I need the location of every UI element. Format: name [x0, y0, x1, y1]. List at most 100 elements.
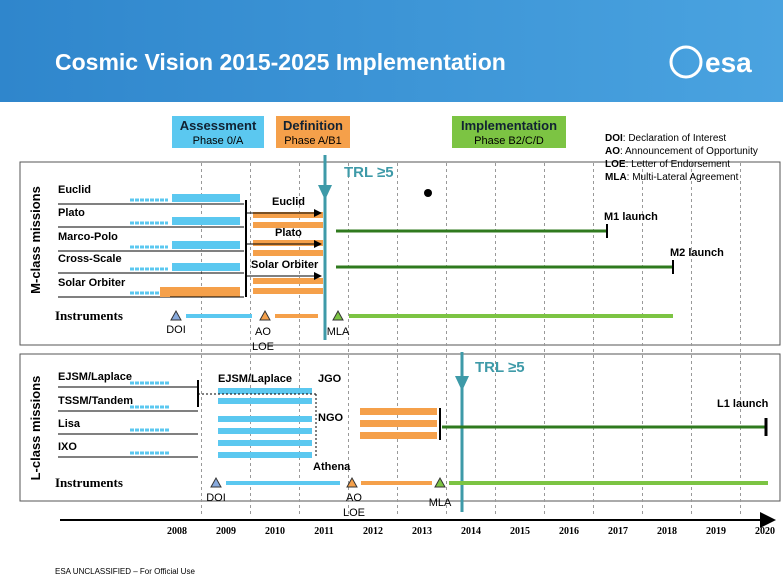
mission-label: Marco-Polo: [58, 231, 118, 243]
definition-bar: [360, 420, 437, 427]
legend-entry: AO: Announcement of Opportunity: [605, 146, 758, 157]
assessment-bar: [218, 388, 312, 394]
mission-label: Cross-Scale: [58, 253, 122, 265]
launch-label: M1 launch: [604, 211, 658, 223]
definition-bar: [253, 288, 323, 294]
milestone-label: LOE: [252, 341, 274, 353]
l-class-label: L-class missions: [28, 376, 43, 481]
launch-label: M2 launch: [670, 247, 724, 259]
assessment-bar: [218, 452, 312, 458]
assessment-bar: [218, 416, 312, 422]
definition-bar: [253, 222, 323, 228]
legend-entry: LOE: Letter of Endorsement: [605, 159, 730, 170]
year-label: 2015: [510, 526, 530, 537]
mission-label: Plato: [58, 207, 85, 219]
phase-sub: Phase 0/A: [193, 135, 244, 147]
mission-label: Euclid: [58, 184, 91, 196]
phase-name: Definition: [283, 118, 343, 133]
legend-abbr: MLA: [605, 172, 627, 183]
trl-label: TRL ≥5: [475, 359, 525, 376]
year-label: 2008: [167, 526, 187, 537]
phase-sub: Phase A/B1: [284, 135, 342, 147]
year-label: 2017: [608, 526, 628, 537]
definition-bar: [253, 278, 323, 284]
header-band: [0, 0, 783, 102]
milestone: [332, 309, 344, 321]
m-class-box: [19, 161, 781, 346]
l-class-box: [19, 353, 781, 502]
milestone: [259, 309, 271, 321]
selected-label: JGO: [318, 373, 342, 385]
trl-label: TRL ≥5: [344, 164, 394, 181]
assessment-bar: [172, 194, 240, 202]
assessment-bar: [218, 398, 312, 404]
legend-abbr: AO: [605, 146, 620, 157]
selected-label: Athena: [313, 461, 351, 473]
m-class-label: M-class missions: [28, 186, 43, 294]
year-label: 2014: [461, 526, 481, 537]
mission-label: TSSM/Tandem: [58, 395, 133, 407]
definition-bar: [360, 432, 437, 439]
milestone: [346, 476, 358, 488]
logo: esa: [705, 47, 752, 78]
milestone-label: AO: [255, 326, 271, 338]
milestone-label: LOE: [343, 507, 365, 519]
assessment-bar: [172, 263, 240, 271]
milestone-label: DOI: [166, 324, 186, 336]
mission-label: EJSM/Laplace: [58, 371, 132, 383]
definition-bar: [253, 240, 323, 246]
selected-label: NGO: [318, 412, 344, 424]
definition-bar: [360, 408, 437, 415]
mission-label: IXO: [58, 441, 77, 453]
trl-head: [455, 376, 469, 391]
instruments-label: Instruments: [55, 475, 123, 490]
phase-name: Assessment: [180, 118, 257, 133]
legend-text: : Declaration of Interest: [623, 133, 727, 144]
legend-abbr: DOI: [605, 133, 623, 144]
year-label: 2011: [314, 526, 333, 537]
legend-entry: MLA: Multi-Lateral Agreement: [605, 172, 739, 183]
milestone: [210, 476, 222, 488]
legend-text: : Announcement of Opportunity: [620, 146, 758, 157]
year-label: 2018: [657, 526, 677, 537]
title: Cosmic Vision 2015-2025 Implementation: [55, 49, 506, 75]
selected-label: Euclid: [272, 196, 305, 208]
selected-label: EJSM/Laplace: [218, 373, 292, 385]
definition-bar: [253, 212, 323, 218]
footer: ESA UNCLASSIFIED – For Official Use: [55, 567, 195, 576]
legend-abbr: LOE: [605, 159, 626, 170]
assessment-bar: [172, 217, 240, 225]
milestone: [434, 476, 446, 488]
mission-label: Solar Orbiter: [58, 277, 126, 289]
logo-mark: [669, 45, 703, 79]
trl-head: [318, 185, 332, 200]
phase-sub: Phase B2/C/D: [474, 135, 544, 147]
year-label: 2016: [559, 526, 579, 537]
milestone-label: DOI: [206, 492, 226, 504]
legend-entry: DOI: Declaration of Interest: [605, 133, 726, 144]
instruments-label: Instruments: [55, 308, 123, 323]
legend-text: : Letter of Endorsement: [626, 159, 731, 170]
definition-bar: [253, 250, 323, 256]
year-label: 2009: [216, 526, 236, 537]
milestone-label: MLA: [327, 326, 350, 338]
selected-label: Solar Orbiter: [251, 259, 319, 271]
year-label: 2019: [706, 526, 726, 537]
phase-name: Implementation: [461, 118, 557, 133]
year-label: 2013: [412, 526, 432, 537]
year-label: 2020: [755, 526, 775, 537]
year-label: 2010: [265, 526, 285, 537]
assessment-bar: [218, 440, 312, 446]
assessment-bar: [160, 287, 240, 297]
milestone-label: MLA: [429, 497, 452, 509]
selected-label: Plato: [275, 227, 302, 239]
milestone-label: AO: [346, 492, 362, 504]
phase-box: [276, 116, 350, 148]
assessment-bar: [172, 241, 240, 249]
legend-text: : Multi-Lateral Agreement: [627, 172, 739, 183]
mission-label: Lisa: [58, 418, 81, 430]
launch-label: L1 launch: [717, 398, 769, 410]
assessment-bar: [218, 428, 312, 434]
dot: [424, 189, 432, 197]
